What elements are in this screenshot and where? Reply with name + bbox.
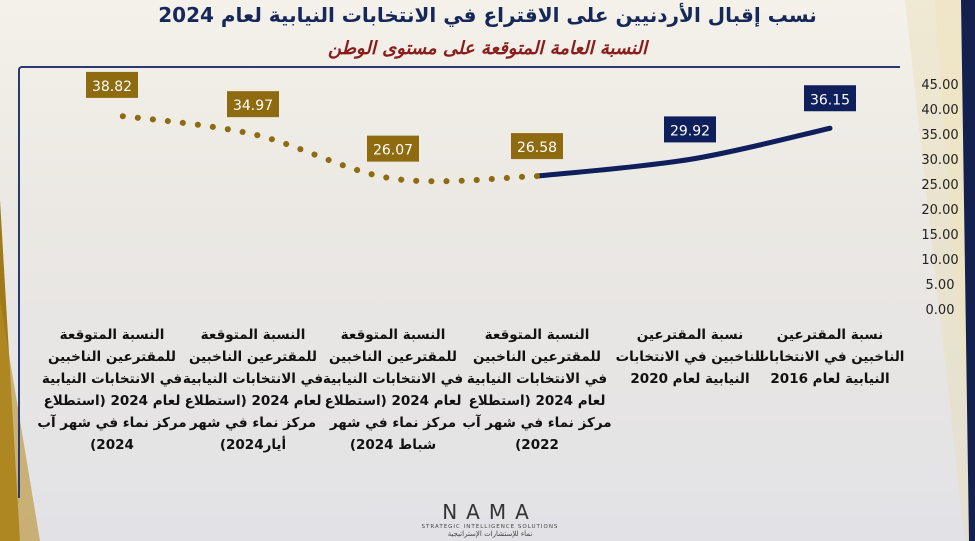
logo-tagline: STRATEGIC INTELLIGENCE SOLUTIONS: [421, 524, 559, 530]
actual-series-line: [534, 125, 833, 179]
y-tick-label: 35.00: [921, 128, 958, 143]
data-label: 29.92: [670, 123, 710, 139]
data-label-box: [511, 133, 563, 160]
x-category-label: النسبة المتوقعة للمقترعين الناخبين في ال…: [182, 327, 324, 453]
y-tick-label: 20.00: [921, 203, 958, 218]
data-label-box: [367, 135, 419, 162]
data-label: 26.58: [517, 140, 557, 156]
logo-arabic: نماء للإستشارات الإستراتيجية: [447, 530, 533, 538]
chart-title: نسب إقبال الأردنيين على الاقتراع في الان…: [158, 3, 817, 27]
x-category-label: النسبة المتوقعة للمقترعين الناخبين في ال…: [462, 327, 612, 453]
data-label: 38.82: [92, 79, 132, 95]
data-label: 36.15: [810, 92, 850, 108]
x-category-label: نسبة المقترعين الناخبين في الانتخابات ال…: [755, 327, 905, 387]
data-label-box: [664, 116, 716, 143]
data-label-box: [227, 91, 279, 118]
chart-frame: [18, 66, 900, 498]
y-tick-label: 45.00: [921, 78, 958, 93]
y-tick-label: 25.00: [921, 178, 958, 193]
x-category-label: النسبة المتوقعة للمقترعين الناخبين في ال…: [322, 327, 464, 453]
projected-series-line: [109, 111, 540, 185]
data-label-box: [804, 85, 856, 112]
y-tick-label: 40.00: [921, 103, 958, 118]
data-label-box: [86, 71, 138, 98]
logo-name: NAMA: [442, 500, 538, 524]
right-decoration: [905, 0, 975, 541]
y-tick-label: 5.00: [926, 278, 955, 293]
nama-logo: NAMA STRATEGIC INTELLIGENCE SOLUTIONS نم…: [420, 500, 560, 538]
left-decoration: [0, 200, 40, 541]
y-tick-label: 30.00: [921, 153, 958, 168]
data-label: 34.97: [233, 98, 273, 114]
x-category-label: النسبة المتوقعة للمقترعين الناخبين في ال…: [37, 327, 187, 453]
y-tick-label: 15.00: [921, 228, 958, 243]
y-tick-label: 10.00: [921, 253, 958, 268]
x-category-label: نسبة المقترعين الناخبين في الانتخابات ال…: [615, 327, 765, 387]
y-tick-label: 0.00: [926, 303, 955, 318]
chart-subtitle: النسبة العامة المتوقعة على مستوى الوطن: [328, 38, 647, 59]
data-label: 26.07: [373, 143, 413, 159]
